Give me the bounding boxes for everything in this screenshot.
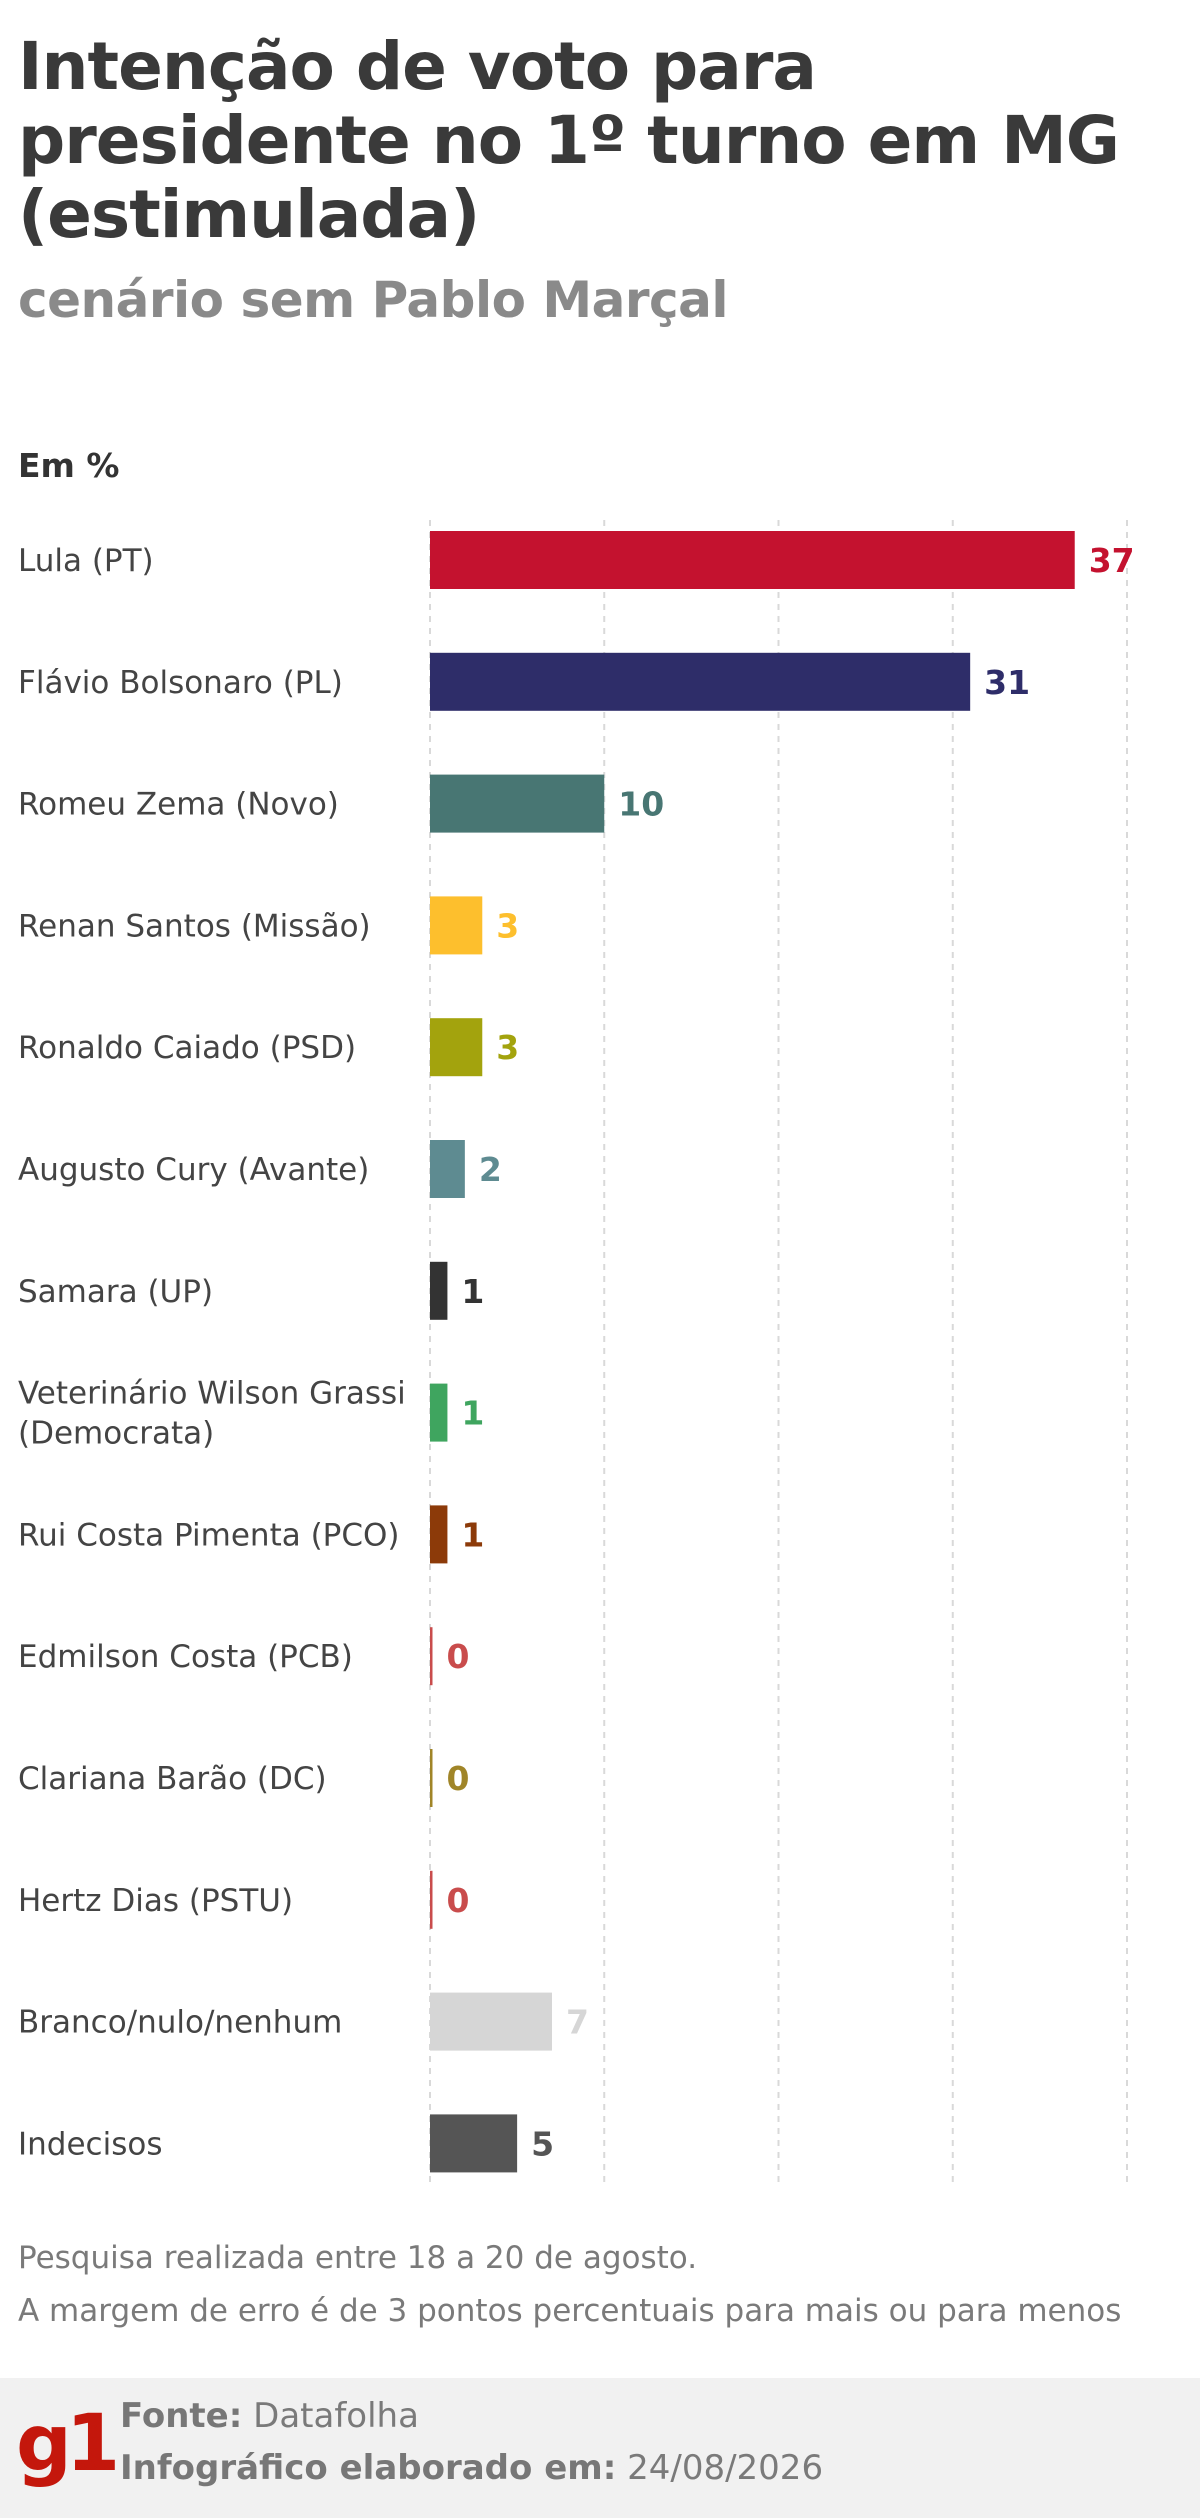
bar [430,2114,518,2173]
value-label: 2 [479,1150,502,1189]
value-label: 5 [531,2124,554,2163]
value-label: 10 [618,785,664,824]
bar [430,1018,483,1077]
bar [430,1261,448,1320]
value-label: 0 [447,1759,470,1798]
bar [430,1749,433,1807]
category-label: Branco/nulo/nenhum [18,2005,342,2041]
category-label: Veterinário Wilson Grassi (Democrata) [18,1376,406,1452]
bar [430,1870,433,1929]
value-label: 1 [461,1272,484,1311]
category-label: Samara (UP) [18,1274,213,1310]
category-label: Edmilson Costa (PCB) [18,1639,353,1675]
value-label: 3 [496,906,519,945]
value-label: 1 [461,1394,484,1433]
page-subtitle: cenário sem Pablo Marçal [18,271,729,329]
value-label: 0 [447,1881,470,1920]
category-label: Rui Costa Pimenta (PCO) [18,1517,400,1553]
category-label: Clariana Barão (DC) [18,1761,327,1797]
category-label: Ronaldo Caiado (PSD) [18,1030,356,1066]
bar [430,774,605,833]
bar [430,1505,448,1564]
bar [430,652,971,711]
source-label: Fonte: [120,2396,243,2436]
source-value: Datafolha [253,2396,419,2436]
value-label: 37 [1089,541,1135,580]
bar [430,1992,552,2051]
bar [430,1627,433,1686]
category-label: Romeu Zema (Novo) [18,787,339,823]
category-label: Hertz Dias (PSTU) [18,1883,293,1919]
category-label: Indecisos [18,2126,162,2162]
bar [430,531,1075,589]
value-label: 7 [566,2003,589,2042]
date-label: Infográfico elaborado em: [120,2448,617,2488]
category-label: Lula (PT) [18,543,154,579]
survey-date-note: Pesquisa realizada entre 18 a 20 de agos… [18,2240,698,2276]
value-label: 1 [461,1515,484,1554]
margin-of-error-note: A margem de erro é de 3 pontos percentua… [18,2293,1122,2329]
page-title: Intenção de voto para presidente no 1º t… [18,28,1120,253]
source-line: Fonte: Datafolha [120,2396,419,2436]
value-label: 0 [447,1637,470,1676]
value-label: 31 [984,663,1030,702]
date-line: Infográfico elaborado em: 24/08/2026 [120,2448,823,2488]
unit-label: Em % [18,446,120,485]
footer: g1 Fonte: Datafolha Infográfico elaborad… [0,2378,1200,2518]
bar [430,1383,448,1442]
bar [430,896,483,955]
bar [430,1140,465,1198]
date-value: 24/08/2026 [627,2448,824,2488]
g1-logo: g1 [16,2399,120,2489]
category-label: Renan Santos (Missão) [18,908,371,944]
category-label: Flávio Bolsonaro (PL) [18,665,343,701]
category-label: Augusto Cury (Avante) [18,1152,369,1188]
value-label: 3 [496,1028,519,1067]
